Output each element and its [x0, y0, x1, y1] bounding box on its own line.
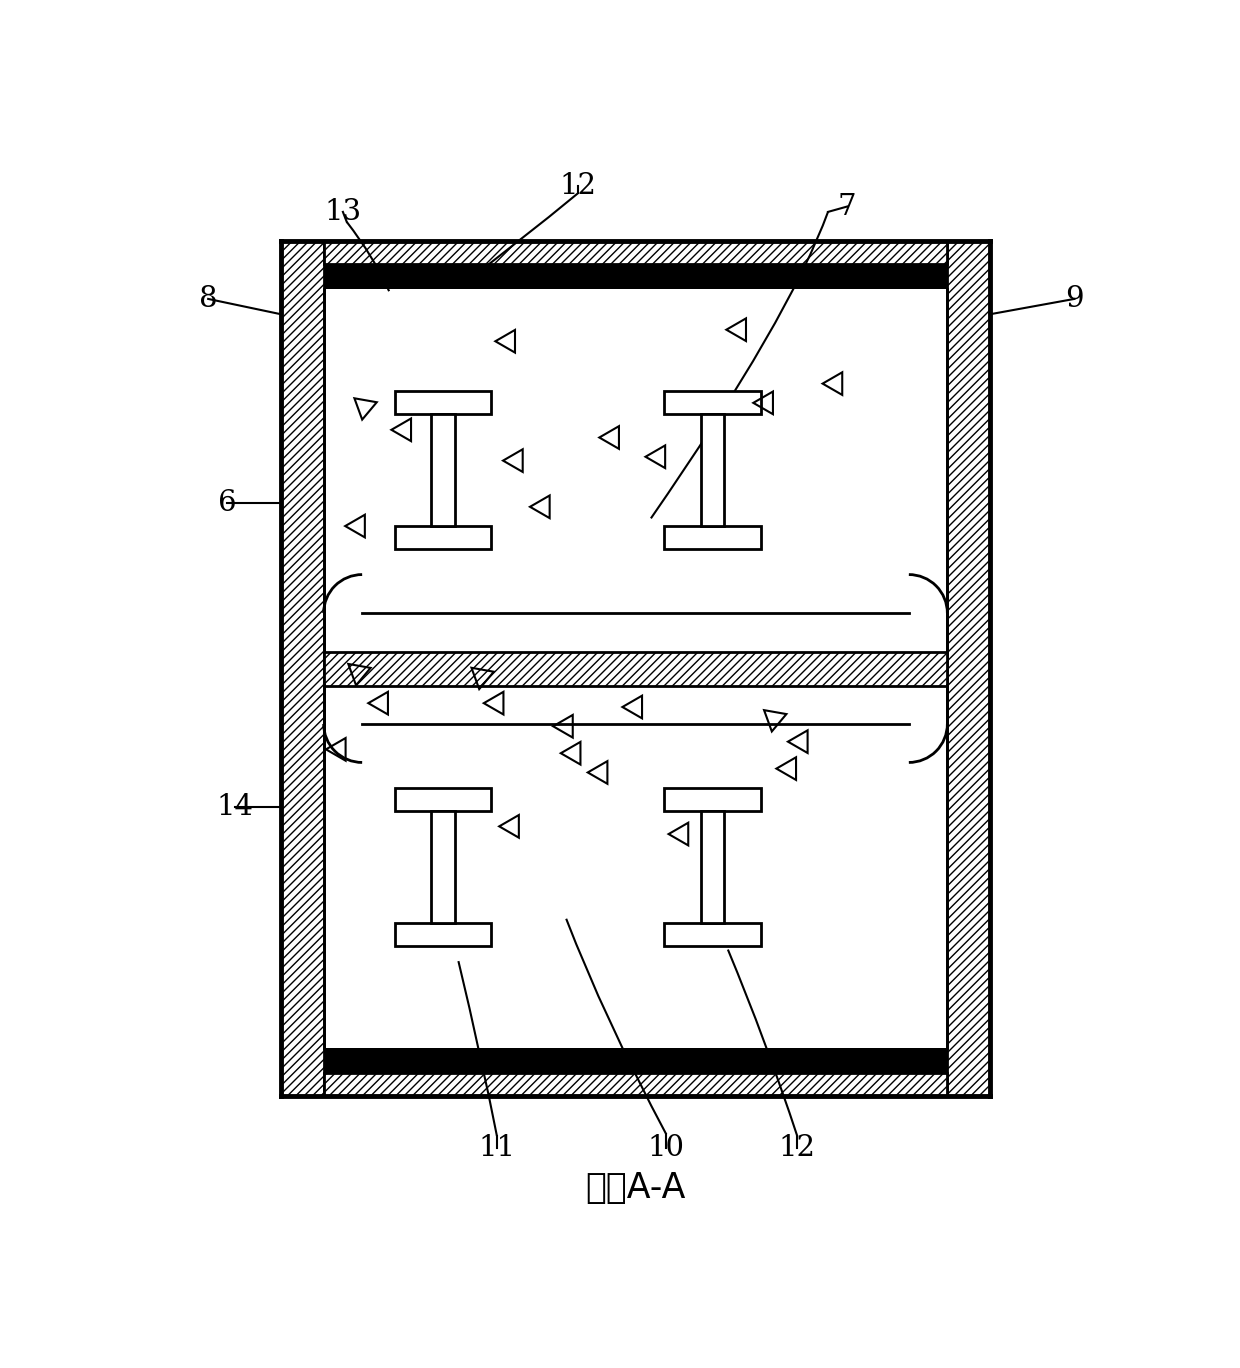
Bar — [324, 264, 947, 289]
Text: 7: 7 — [838, 193, 857, 220]
Bar — [701, 811, 724, 922]
Bar — [324, 651, 947, 687]
Text: 11: 11 — [479, 1134, 516, 1163]
Bar — [324, 241, 947, 264]
Bar — [324, 1073, 947, 1096]
Bar — [701, 415, 724, 527]
Text: 6: 6 — [218, 488, 237, 517]
Bar — [394, 788, 491, 811]
Bar — [324, 1048, 947, 1073]
Text: 8: 8 — [198, 285, 217, 313]
Text: 9: 9 — [1065, 285, 1084, 313]
Text: 13: 13 — [325, 198, 362, 226]
Text: 12: 12 — [559, 172, 596, 200]
Bar — [665, 527, 760, 549]
Bar — [394, 922, 491, 945]
Bar — [432, 811, 455, 922]
Bar — [665, 391, 760, 415]
Bar — [947, 241, 990, 1096]
Bar — [394, 391, 491, 415]
Bar — [665, 788, 760, 811]
Text: 12: 12 — [779, 1134, 816, 1163]
Text: 14: 14 — [217, 793, 254, 821]
Bar — [432, 415, 455, 527]
Text: 10: 10 — [647, 1134, 684, 1163]
Bar — [394, 527, 491, 549]
Bar — [281, 241, 324, 1096]
Bar — [665, 922, 760, 945]
Text: 视图A-A: 视图A-A — [585, 1171, 686, 1205]
